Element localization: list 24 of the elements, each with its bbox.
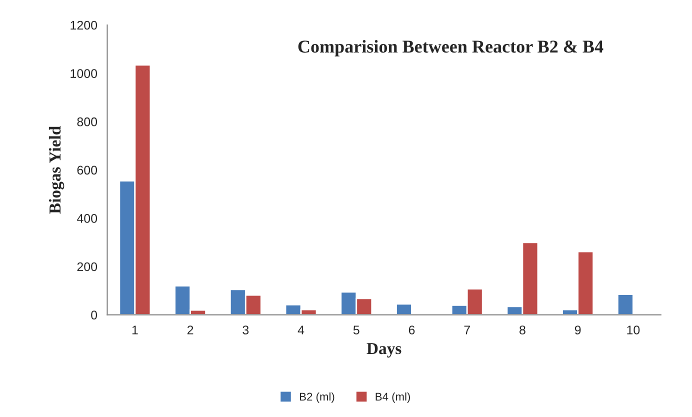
legend-label: B2 (ml) <box>300 392 334 403</box>
x-tick-label: 8 <box>520 326 526 334</box>
y-tick-label: 200 <box>77 262 98 272</box>
y-tick-label: 0 <box>91 310 98 320</box>
x-tick-label: 4 <box>298 326 304 334</box>
x-tick-label: 3 <box>242 326 249 334</box>
y-tick-label: 600 <box>77 166 98 175</box>
y-tick-label: 1000 <box>70 69 98 78</box>
x-axis-title: Days <box>366 343 402 358</box>
bar <box>396 303 412 315</box>
x-tick-label: 5 <box>353 326 360 334</box>
y-tick-label: 800 <box>77 117 98 126</box>
legend-label: B4 (ml) <box>376 392 410 403</box>
x-tick-label: 10 <box>627 326 640 334</box>
x-tick-label: 9 <box>574 326 581 334</box>
text: Comparision Between Reactor B2 & B4 <box>298 40 604 56</box>
x-tick-label: 2 <box>187 326 194 334</box>
x-tick-label: 6 <box>408 326 415 334</box>
x-tick-label: 1 <box>132 326 138 334</box>
y-tick-label: 1200 <box>70 20 98 30</box>
y-tick-label: 400 <box>76 214 98 223</box>
bar <box>616 294 634 315</box>
x-tick-label: 7 <box>464 326 470 334</box>
y-axis-title: Biogas Yield <box>48 126 64 214</box>
